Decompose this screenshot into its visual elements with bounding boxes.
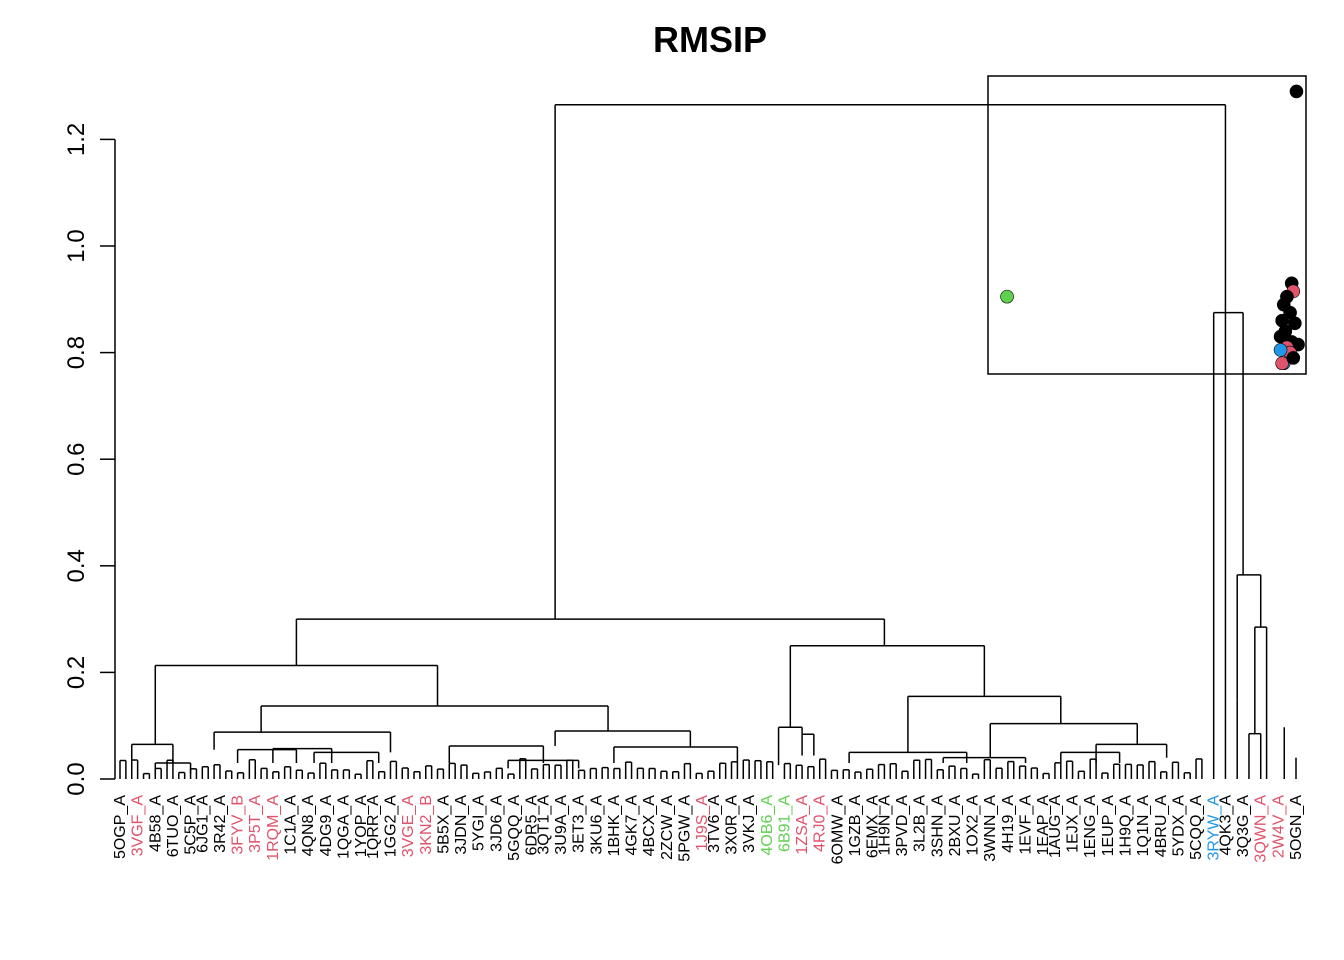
leaf-label: 3WNN_A	[982, 795, 999, 862]
leaf-label: 1YOP_A	[353, 795, 370, 858]
y-tick-label: 0.2	[63, 656, 90, 689]
leaf-label: 1QRR_A	[365, 795, 382, 859]
leaf-label: 3QWN_A	[1253, 795, 1270, 863]
scatter-point	[1273, 329, 1288, 344]
leaf-label: 4BRU_A	[1153, 795, 1170, 858]
leaf-label: 3Q3G_A	[1235, 795, 1252, 858]
leaf-label: 1AUG_A	[1047, 795, 1064, 858]
leaf-label: 2W4V_A	[1270, 795, 1287, 858]
leaf-label: 1EVF_A	[1018, 795, 1035, 855]
leaf-label: 2ZCW_A	[659, 795, 676, 860]
leaf-label: 4OB6_A	[759, 795, 776, 856]
leaf-label: 3R42_A	[212, 795, 229, 853]
leaf-label: 5OGP_A	[112, 795, 129, 859]
leaf-label: 1EAP_A	[1035, 795, 1052, 856]
leaf-label: 3P5T_A	[247, 795, 264, 853]
leaf-label: 4QN8_A	[300, 795, 317, 857]
leaf-label: 5OGN_A	[1288, 795, 1305, 860]
leaf-label: 3VGE_A	[400, 795, 417, 858]
leaf-label: 3RYW_A	[1206, 795, 1223, 861]
leaf-label: 2BXU_A	[947, 795, 964, 857]
y-axis: 0.0 0.2 0.4 0.6 0.8 1.0 1.2	[63, 123, 116, 796]
leaf-label: 3L2B_A	[912, 795, 929, 852]
leaf-label: 3PVD_A	[894, 795, 911, 857]
leaf-label: 5C5P_A	[183, 795, 200, 855]
leaf-label: 3JDN_A	[453, 795, 470, 855]
leaf-label: 3VKJ_A	[741, 795, 758, 853]
dendrogram-tree	[119, 104, 1297, 779]
leaf-label: 3JD6_A	[488, 795, 505, 852]
leaf-label: 6OMW_A	[829, 795, 846, 865]
leaf-label: 4H19_A	[1000, 795, 1017, 853]
leaf-label: 4B58_A	[147, 795, 164, 852]
leaf-label: 4BCX_A	[641, 795, 658, 857]
leaf-label: 3X0R_A	[724, 795, 741, 855]
leaf-label: 3ET3_A	[571, 795, 588, 853]
leaf-label: 6JG1_A	[194, 795, 211, 853]
scatter-point	[1288, 316, 1302, 331]
scatter-point	[1000, 289, 1014, 304]
y-tick-label: 1.2	[63, 123, 90, 156]
leaf-label: 3KU6_A	[588, 795, 605, 855]
leaf-label: 3VGF_A	[130, 795, 147, 857]
leaf-label: 1GZB_A	[847, 795, 864, 857]
leaf-label: 3TV6_A	[706, 795, 723, 853]
leaf-label: 3FYV_B	[230, 795, 247, 855]
leaf-label: 5YGI_A	[471, 795, 488, 851]
leaf-label: 1GG2_A	[382, 795, 399, 858]
scatter-point	[1275, 356, 1289, 371]
scatter-point	[1286, 351, 1301, 365]
leaf-label: 6EMX_A	[865, 795, 882, 858]
y-tick-label: 0.8	[63, 336, 90, 369]
leaf-label: 5YDX_A	[1170, 795, 1187, 857]
scatter-point	[1289, 84, 1304, 99]
leaf-label: 5CQQ_A	[1188, 795, 1205, 860]
leaf-label: 1H9N_A	[876, 795, 893, 856]
leaf-label: 4DG9_A	[318, 795, 335, 857]
leaf-label: 5GQQ_A	[506, 795, 523, 861]
leaf-label: 6DR5_A	[524, 795, 541, 856]
leaf-label: 3QT1_A	[535, 795, 552, 855]
leaf-label: 1QGA_A	[335, 795, 352, 859]
leaf-label: 1C1A_A	[283, 795, 300, 855]
leaf-label: 3SHN_A	[929, 795, 946, 858]
scatter-point	[1273, 343, 1288, 357]
leaf-label: 4RJ0_A	[812, 795, 829, 852]
leaf-label: 6TUO_A	[165, 795, 182, 858]
chart-title: RMSIP	[653, 19, 767, 60]
leaf-label: 1ENG_A	[1082, 795, 1099, 858]
y-tick-label: 1.0	[63, 229, 90, 262]
scatter-inset	[987, 75, 1307, 375]
y-tick-label: 0.6	[63, 443, 90, 476]
leaf-label: 6B91_A	[776, 795, 793, 852]
leaf-label: 3U9A_A	[553, 795, 570, 855]
leaf-label: 1EUP_A	[1100, 795, 1117, 857]
leaf-label: 4GK7_A	[624, 795, 641, 856]
leaf-label: 1BHK_A	[606, 795, 623, 857]
leaf-label: 4QK3_A	[1217, 795, 1234, 856]
leaf-label: 3KN2_B	[418, 795, 435, 855]
y-tick-label: 0.4	[63, 549, 90, 582]
leaf-label: 1Q1N_A	[1135, 795, 1152, 857]
leaf-label: 1EJX_A	[1065, 795, 1082, 853]
y-tick-label: 0.0	[63, 762, 90, 795]
leaf-label: 5B5X_A	[435, 795, 452, 854]
inset-frame	[987, 75, 1307, 375]
leaf-label: 1ZSA_A	[794, 795, 811, 855]
leaf-label: 1H9Q_A	[1117, 795, 1134, 857]
leaf-label: 1OX2_A	[965, 795, 982, 856]
leaf-label: 1J9S_A	[694, 795, 711, 851]
leaf-label: 1RQM_A	[265, 795, 282, 861]
leaf-label: 5PGW_A	[676, 795, 693, 862]
